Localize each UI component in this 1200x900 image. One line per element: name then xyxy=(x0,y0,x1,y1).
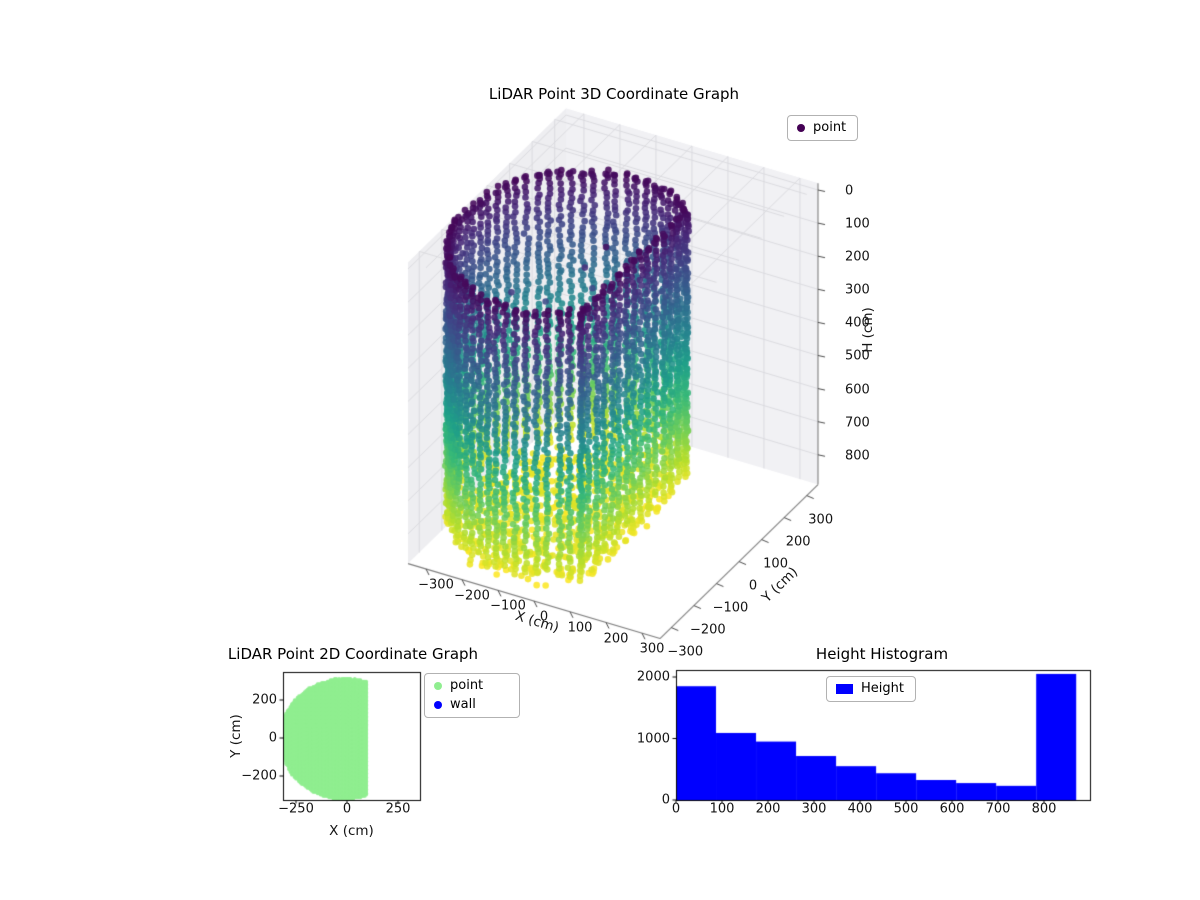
legend-item-wall: wall xyxy=(434,697,476,713)
point-marker-icon xyxy=(797,124,805,132)
legend-label-wall: wall xyxy=(450,697,476,712)
legend-label-point: point xyxy=(450,678,484,693)
plot2d-title: LiDAR Point 2D Coordinate Graph xyxy=(227,645,479,663)
plot3d-title: LiDAR Point 3D Coordinate Graph xyxy=(488,85,740,103)
legend-label-height: Height xyxy=(861,681,904,696)
histogram-legend: Height xyxy=(826,676,916,702)
plot2d-legend: point wall xyxy=(424,673,520,718)
point-marker-icon xyxy=(434,682,442,690)
height-marker-icon xyxy=(836,684,853,694)
legend-item-point: point xyxy=(434,678,483,694)
legend-label-point: point xyxy=(813,120,847,135)
wall-marker-icon xyxy=(434,701,442,709)
histogram-title: Height Histogram xyxy=(815,645,949,663)
legend-item-point: point xyxy=(797,120,846,136)
plot3d-legend: point xyxy=(787,115,859,141)
legend-item-height: Height xyxy=(836,681,904,697)
